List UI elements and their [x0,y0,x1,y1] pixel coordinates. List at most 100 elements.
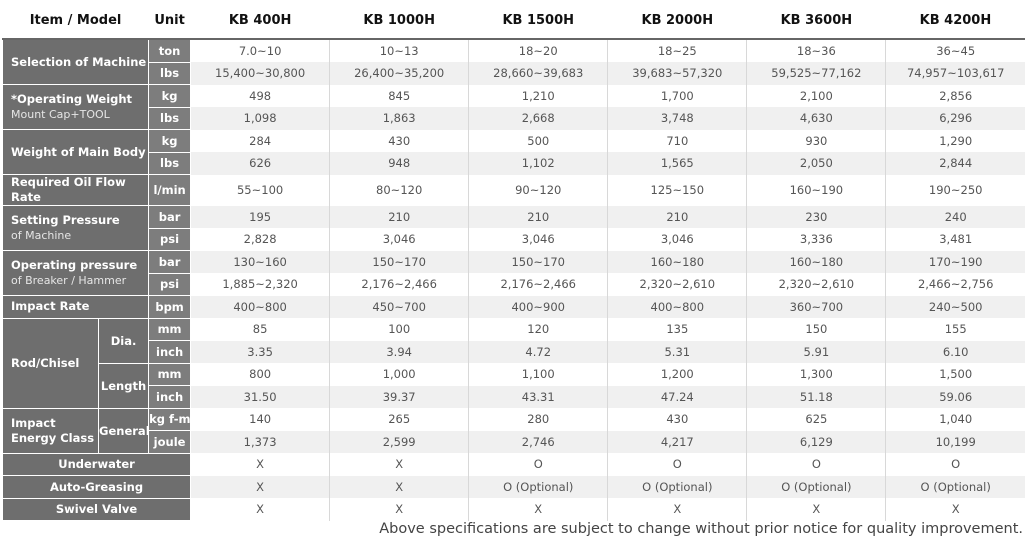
value-cell: 1,863 [329,107,469,130]
value-cell: 498 [190,84,330,107]
value-cell: X [746,498,886,521]
spec-row: psi 1,885~2,320 2,176~2,466 2,176~2,466 2,32… [3,272,1025,296]
item-label-text: Setting Pressure [11,213,120,227]
model-header: KB 3600H [746,2,886,40]
value-cell: 140 [190,408,330,431]
value-cell: 7.0~10 [190,39,330,62]
value-cell: X [329,475,469,498]
value-cell: 4,630 [746,107,886,130]
value-cell: 155 [885,318,1025,341]
value-cell: 160~180 [746,250,886,273]
value-cell: 59,525~77,162 [746,62,886,85]
value-cell: 2,668 [468,107,608,130]
item-label: *Operating Weight Mount Cap+TOOL [1,84,150,130]
spec-row: Auto-Greasing X X O (Optional) O (Optional) O… [1,475,1025,499]
value-cell: 55~100 [190,174,330,206]
value-cell: 120 [468,318,608,341]
value-cell: 400~800 [190,295,330,318]
item-label-text: Required Oil Flow Rate [11,175,126,204]
value-cell: 3,046 [329,228,469,251]
value-cell: 3,046 [607,228,747,251]
value-cell: 626 [190,152,330,175]
value-cell: 430 [329,129,469,152]
value-cell: 39,683~57,320 [607,62,747,85]
value-cell: X [190,475,330,498]
value-cell: 85 [190,318,330,341]
value-cell: 130~160 [190,250,330,273]
table-body: Selection of Machine ton 7.0~10 10~13 18~20 1… [1,38,1025,521]
item-header: Item / Model [2,2,149,40]
item-label: Operating pressure of Breaker / Hammer [1,250,150,296]
value-cell: 2,320~2,610 [607,273,747,296]
item-label: Swivel Valve [1,497,192,521]
unit-header: Unit [148,2,191,40]
value-cell: 195 [190,205,330,228]
unit-cell: joule [148,430,192,454]
value-cell: 125~150 [607,174,747,206]
item-label-text: Rod/Chisel [11,355,80,370]
value-cell: 2,050 [746,152,886,175]
value-cell: 284 [190,129,330,152]
item-label: Underwater [1,452,192,476]
spec-row: joule 1,373 2,599 2,746 4,217 6,129 10,199 [3,430,1025,454]
value-cell: O (Optional) [607,475,747,498]
value-cell: 5.91 [746,340,886,363]
unit-cell: inch [148,340,192,364]
item-label: Rod/Chisel [1,317,100,409]
value-cell: 2,856 [885,84,1025,107]
value-cell: 36~45 [885,39,1025,62]
footnote: Above specifications are subject to chan… [379,521,1023,537]
value-cell: 280 [468,408,608,431]
unit-cell: kg f-m [148,407,192,431]
item-label: Impact Rate [1,295,150,319]
value-cell: 500 [468,129,608,152]
value-cell: 4,217 [607,430,747,453]
value-cell: O (Optional) [885,475,1025,498]
item-label-text: Impact Energy Class [11,415,95,445]
value-cell: 265 [329,408,469,431]
value-cell: 845 [329,84,469,107]
spec-row: Weight of Main Body kg 284 430 500 710 930 1,29… [1,129,1025,175]
item-label-text: Operating pressure [11,258,138,272]
unit-cell: kg [148,84,192,108]
value-cell: X [885,498,1025,521]
value-cell: 59.06 [885,385,1025,408]
value-cell: 240~500 [885,295,1025,318]
value-cell: 400~800 [607,295,747,318]
spec-row: Underwater X X O O O O [1,452,1025,476]
unit-cell: l/min [148,174,192,206]
spec-row: Required Oil Flow Rate l/min 55~100 80~120 9… [1,174,1025,206]
value-cell: 948 [329,152,469,175]
value-cell: X [329,453,469,476]
value-cell: 2,320~2,610 [746,273,886,296]
value-cell: 2,176~2,466 [468,273,608,296]
item-label-text: Impact Rate [11,299,90,314]
model-header: KB 400H [190,2,330,40]
value-cell: 1,000 [329,363,469,386]
spec-row: *Operating Weight Mount Cap+TOOL kg 498 845 1… [1,84,1025,130]
value-cell: 15,400~30,800 [190,62,330,85]
value-cell: 2,828 [190,228,330,251]
value-cell: O (Optional) [468,475,608,498]
value-cell: 3.94 [329,340,469,363]
item-label: Impact Energy Class [1,407,100,454]
value-cell: 430 [607,408,747,431]
spec-row: inch 31.50 39.37 43.31 47.24 51.18 59.06 [3,385,1025,409]
spec-row: Setting Pressure of Machine bar 195 210 210 21… [1,205,1025,251]
value-cell: 450~700 [329,295,469,318]
unit-cell: kg [148,129,192,153]
value-cell: 930 [746,129,886,152]
value-cell: 800 [190,363,330,386]
item-label: Weight of Main Body [1,129,150,175]
spec-row: Impact Rate bpm 400~800 450~700 400~900 400~8… [1,295,1025,319]
value-cell: 1,290 [885,129,1025,152]
item-label: Required Oil Flow Rate [1,174,150,206]
value-cell: X [329,498,469,521]
value-cell: X [607,498,747,521]
value-cell: 18~20 [468,39,608,62]
spec-row: inch 3.35 3.94 4.72 5.31 5.91 6.10 [3,340,1025,364]
value-cell: 51.18 [746,385,886,408]
item-sublabel: Mount Cap+TOOL [11,108,110,121]
value-cell: 18~36 [746,39,886,62]
item-label-text: Selection of Machine [11,54,147,69]
